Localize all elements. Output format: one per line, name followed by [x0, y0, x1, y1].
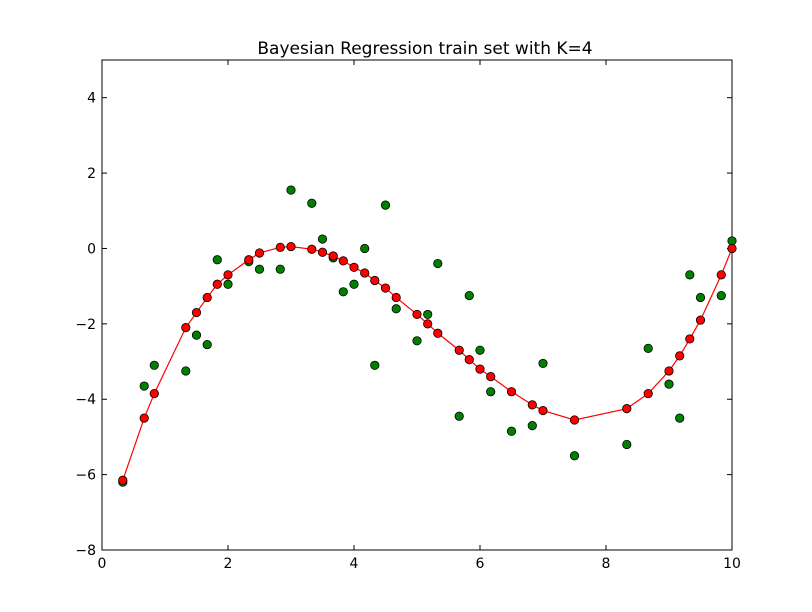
series-1-point: [664, 366, 674, 376]
series-1-point: [475, 364, 485, 374]
series-1-point: [412, 309, 422, 320]
series-1-point: [685, 334, 695, 344]
series-0-point: [454, 411, 464, 421]
series-layer: [118, 185, 737, 487]
series-0-point: [139, 381, 149, 391]
series-1-point: [275, 242, 285, 252]
series-1-point: [349, 262, 359, 272]
series-0-point: [475, 345, 485, 355]
y-tick-label: −6: [75, 468, 96, 484]
series-1-point: [181, 323, 191, 333]
y-tick-label: −8: [75, 543, 96, 559]
series-1-point: [716, 270, 726, 280]
series-1-point: [423, 319, 433, 329]
x-tick-label: 6: [476, 556, 485, 572]
y-tick-label: −4: [75, 392, 96, 408]
y-tick-label: −2: [75, 317, 96, 333]
series-1-point: [149, 388, 159, 399]
series-0-point: [538, 358, 548, 369]
series-1-point: [139, 413, 149, 423]
series-1-point: [380, 283, 391, 293]
y-tick-label: 2: [87, 166, 96, 182]
series-0-point: [286, 185, 296, 195]
series-0-point: [569, 451, 580, 461]
series-0-point: [716, 290, 726, 301]
series-0-point: [695, 292, 706, 303]
axis-ticks: 0 2 4 6 8 10 −8 −6 −4 −2 0 2 4: [75, 60, 741, 572]
series-0-point: [349, 279, 359, 289]
series-0-point: [685, 270, 695, 280]
series-1-line: [122, 245, 733, 481]
series-1-point: [328, 251, 338, 261]
series-0-point: [622, 439, 632, 450]
series-0-point: [486, 387, 496, 397]
series-1-point: [464, 355, 474, 365]
series-1-point: [727, 243, 737, 254]
x-tick-label: 0: [98, 556, 107, 572]
series-0-point: [223, 279, 233, 289]
series-1-point: [622, 404, 632, 414]
series-0-point: [433, 258, 443, 269]
series-0-point: [370, 360, 380, 370]
series-1-point: [244, 255, 254, 265]
series-1-point: [254, 248, 265, 258]
series-0: [118, 185, 737, 487]
series-1-point: [433, 328, 443, 338]
series-0-point: [643, 343, 653, 353]
series-0-point: [181, 366, 191, 376]
series-1-point: [212, 279, 222, 289]
series-1-point: [191, 307, 202, 318]
series-1-point: [286, 241, 296, 252]
series-1-point: [643, 388, 653, 399]
x-tick-label: 8: [602, 556, 611, 572]
x-tick-label: 4: [350, 556, 359, 572]
series-1-point: [223, 270, 233, 280]
series-1-point: [370, 275, 380, 286]
series-1-point: [307, 244, 317, 254]
series-0-point: [527, 421, 537, 431]
series-1-point: [454, 345, 464, 355]
series-1-point: [360, 268, 370, 278]
series-1-point: [338, 256, 348, 266]
series-1-point: [486, 372, 496, 382]
x-tick-label: 10: [723, 556, 741, 572]
y-tick-label: 4: [87, 91, 96, 107]
series-0-point: [307, 198, 317, 208]
series-1-point: [569, 415, 580, 425]
series-0-point: [464, 290, 474, 301]
series-0-point: [664, 379, 674, 389]
series-1-point: [202, 292, 212, 303]
series-0-point: [423, 309, 433, 320]
x-tick-label: 2: [224, 556, 233, 572]
series-0-point: [506, 426, 517, 436]
series-1-point: [675, 351, 685, 361]
series-0-point: [202, 339, 212, 350]
plot-area: [101, 59, 733, 551]
series-1-point: [317, 247, 328, 257]
series-0-point: [254, 264, 265, 274]
series-1-point: [391, 292, 401, 303]
series-0-point: [360, 243, 370, 254]
series-0-point: [675, 413, 685, 423]
series-0-point: [380, 200, 391, 210]
y-tick-label: 0: [87, 241, 96, 257]
series-0-point: [412, 336, 422, 346]
series-1-point: [527, 400, 537, 410]
series-1-point: [695, 315, 706, 325]
series-0-point: [212, 255, 222, 265]
series-0-point: [191, 330, 202, 340]
chart-title: Bayesian Regression train set with K=4: [257, 39, 592, 59]
series-0-point: [338, 287, 348, 297]
series-1-point: [506, 387, 517, 397]
series-0-point: [317, 234, 328, 244]
series-1-point: [538, 405, 548, 416]
series-0-point: [149, 360, 159, 370]
series-1: [118, 241, 737, 485]
series-0-point: [391, 304, 401, 314]
series-0-point: [275, 264, 285, 274]
series-1-point: [118, 475, 128, 485]
